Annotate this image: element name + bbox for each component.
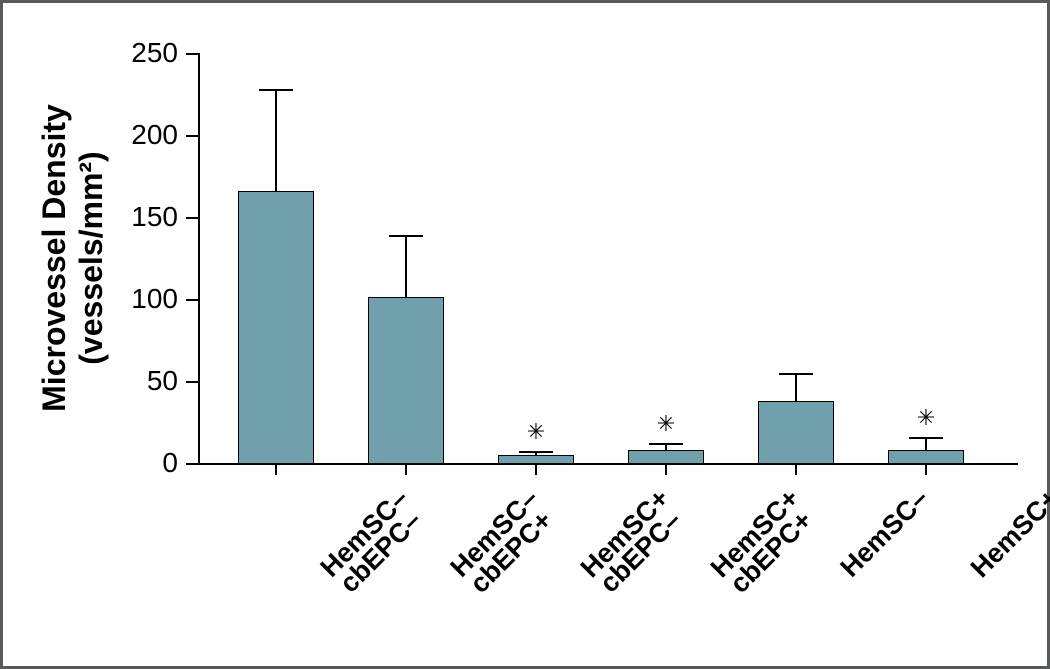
- significance-marker: ✳: [917, 405, 935, 431]
- x-category-label: HemSC–: [835, 483, 935, 583]
- y-axis-line: [198, 53, 200, 463]
- x-tick: [925, 463, 927, 475]
- y-axis-title-line2: (vessels/mm²): [73, 151, 109, 364]
- bar: [238, 191, 314, 463]
- significance-marker: ✳: [527, 419, 545, 445]
- error-bar-cap: [519, 451, 553, 453]
- chart-frame: 050100150200250Microvessel Density(vesse…: [0, 0, 1050, 669]
- x-category-label: HemSC+: [965, 483, 1050, 584]
- y-tick: [186, 135, 198, 137]
- x-tick: [535, 463, 537, 475]
- x-tick: [275, 463, 277, 475]
- y-axis-title-line1: Microvessel Density: [36, 104, 72, 412]
- bar: [758, 401, 834, 463]
- y-axis-title: Microvessel Density(vessels/mm²): [36, 104, 110, 412]
- bar: [498, 455, 574, 463]
- x-tick: [665, 463, 667, 475]
- bar: [888, 450, 964, 463]
- error-bar-stem: [795, 373, 797, 401]
- error-bar-stem: [405, 235, 407, 297]
- y-tick-label: 0: [3, 447, 178, 479]
- x-tick: [405, 463, 407, 475]
- y-tick-label: 250: [3, 37, 178, 69]
- bar: [628, 450, 704, 463]
- y-tick: [186, 463, 198, 465]
- x-axis-line: [198, 463, 1018, 465]
- error-bar-stem: [275, 89, 277, 191]
- x-tick: [795, 463, 797, 475]
- error-bar-cap: [389, 235, 423, 237]
- y-tick: [186, 381, 198, 383]
- y-tick: [186, 299, 198, 301]
- error-bar-cap: [779, 373, 813, 375]
- error-bar-cap: [259, 89, 293, 91]
- y-tick: [186, 53, 198, 55]
- bar: [368, 297, 444, 463]
- y-tick: [186, 217, 198, 219]
- error-bar-cap: [649, 443, 683, 445]
- significance-marker: ✳: [657, 411, 675, 437]
- error-bar-cap: [909, 437, 943, 439]
